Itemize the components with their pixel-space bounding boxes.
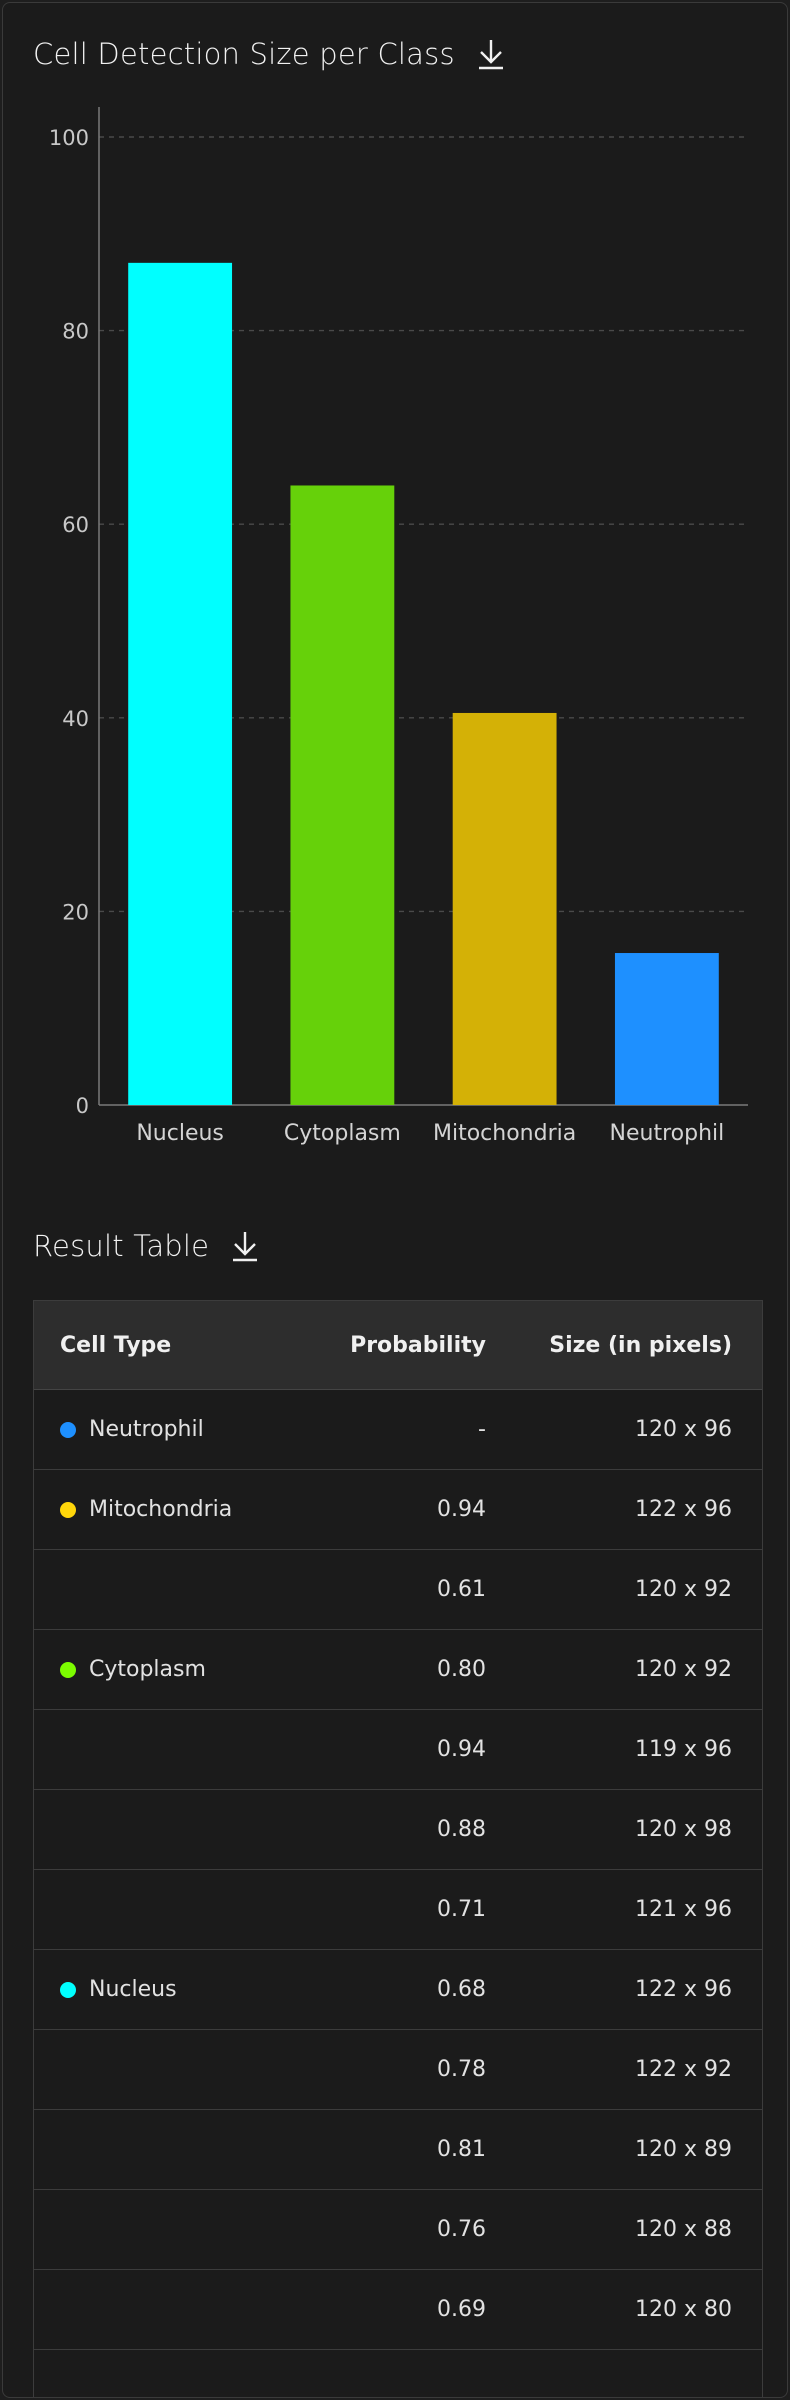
- probability-cell: 0.69: [437, 2297, 486, 2322]
- cell-type-label: Mitochondria: [89, 1497, 233, 1522]
- table-row[interactable]: Nucleus 0.68 122 x 96: [34, 1950, 762, 2030]
- table-body: Neutrophil - 120 x 96 Mitochondria 0.94 122 x…: [34, 1390, 762, 2397]
- bar-chart: 0 20 40 60 80 100 Nucleus Cytoplasm Mitochondria…: [49, 107, 748, 1146]
- class-color-dot: [60, 1981, 76, 1998]
- probability-cell: -: [478, 1417, 486, 1442]
- x-tick-label: Cytoplasm: [284, 1121, 401, 1146]
- probability-cell: 0.94: [437, 1497, 486, 1522]
- size-cell: 122 x 96: [635, 1977, 732, 2002]
- table-row[interactable]: [34, 2350, 762, 2397]
- probability-cell: 0.68: [437, 1977, 486, 2002]
- table-header-row: Cell Type Probability Size (in pixels): [34, 1301, 762, 1390]
- bar: [128, 262, 233, 1106]
- cell-type-label: Nucleus: [89, 1977, 177, 2002]
- probability-cell: 0.81: [437, 2137, 486, 2162]
- table-row[interactable]: 0.76 120 x 88: [34, 2190, 762, 2270]
- cell-type-cell: Nucleus: [34, 1977, 304, 2002]
- bar: [614, 953, 719, 1105]
- table-row[interactable]: 0.78 122 x 92: [34, 2030, 762, 2110]
- y-tick-label: 80: [62, 320, 89, 344]
- column-header-cell-type[interactable]: Cell Type: [60, 1332, 172, 1358]
- chart-title: Cell Detection Size per Class: [33, 37, 455, 71]
- download-icon[interactable]: [475, 37, 507, 71]
- chart-header: Cell Detection Size per Class: [33, 37, 507, 71]
- column-header-size[interactable]: Size (in pixels): [549, 1332, 732, 1358]
- probability-cell: 0.94: [437, 1737, 486, 1762]
- y-tick-label: 60: [62, 513, 89, 537]
- cell-type-label: Neutrophil: [89, 1417, 204, 1442]
- x-tick-label: Nucleus: [136, 1121, 224, 1146]
- class-color-dot: [60, 1421, 76, 1438]
- table-row[interactable]: Neutrophil - 120 x 96: [34, 1390, 762, 1470]
- table-row[interactable]: 0.69 120 x 80: [34, 2270, 762, 2350]
- size-cell: 120 x 92: [635, 1577, 732, 1602]
- table-row[interactable]: 0.71 121 x 96: [34, 1870, 762, 1950]
- table-row[interactable]: 0.61 120 x 92: [34, 1550, 762, 1630]
- cell-type-label: Cytoplasm: [89, 1657, 206, 1682]
- cell-type-cell: Mitochondria: [34, 1497, 304, 1522]
- probability-cell: 0.71: [437, 1897, 486, 1922]
- size-cell: 120 x 88: [635, 2217, 732, 2242]
- table-row[interactable]: Mitochondria 0.94 122 x 96: [34, 1470, 762, 1550]
- probability-cell: 0.76: [437, 2217, 486, 2242]
- size-cell: 120 x 98: [635, 1817, 732, 1842]
- size-cell: 120 x 96: [635, 1417, 732, 1442]
- probability-cell: 0.78: [437, 2057, 486, 2082]
- table-title: Result Table: [33, 1229, 210, 1263]
- size-cell: 120 x 80: [635, 2297, 732, 2322]
- table-row[interactable]: 0.88 120 x 98: [34, 1790, 762, 1870]
- table-row[interactable]: Cytoplasm 0.80 120 x 92: [34, 1630, 762, 1710]
- size-cell: 122 x 96: [635, 1497, 732, 1522]
- probability-cell: 0.61: [437, 1577, 486, 1602]
- y-tick-label: 40: [62, 707, 89, 731]
- table-header: Result Table: [33, 1229, 261, 1263]
- class-color-dot: [60, 1661, 76, 1678]
- y-tick-label: 100: [49, 126, 89, 150]
- probability-cell: 0.80: [437, 1657, 486, 1682]
- x-tick-label: Mitochondria: [433, 1121, 576, 1146]
- table-row[interactable]: 0.81 120 x 89: [34, 2110, 762, 2190]
- result-table: Cell Type Probability Size (in pixels) N…: [33, 1300, 763, 2397]
- size-cell: 122 x 92: [635, 2057, 732, 2082]
- cell-type-cell: Neutrophil: [34, 1417, 304, 1442]
- size-cell: 121 x 96: [635, 1897, 732, 1922]
- y-tick-label: 0: [76, 1094, 89, 1118]
- table-row[interactable]: 0.94 119 x 96: [34, 1710, 762, 1790]
- y-tick-label: 20: [62, 900, 89, 924]
- class-color-dot: [60, 1501, 76, 1518]
- size-cell: 119 x 96: [635, 1737, 732, 1762]
- probability-cell: 0.88: [437, 1817, 486, 1842]
- size-cell: 120 x 89: [635, 2137, 732, 2162]
- cell-type-cell: Cytoplasm: [34, 1657, 304, 1682]
- download-icon[interactable]: [229, 1229, 261, 1263]
- bar: [290, 485, 395, 1106]
- size-cell: 120 x 92: [635, 1657, 732, 1682]
- bar: [452, 712, 557, 1105]
- x-tick-label: Neutrophil: [610, 1121, 725, 1146]
- column-header-probability[interactable]: Probability: [350, 1332, 486, 1358]
